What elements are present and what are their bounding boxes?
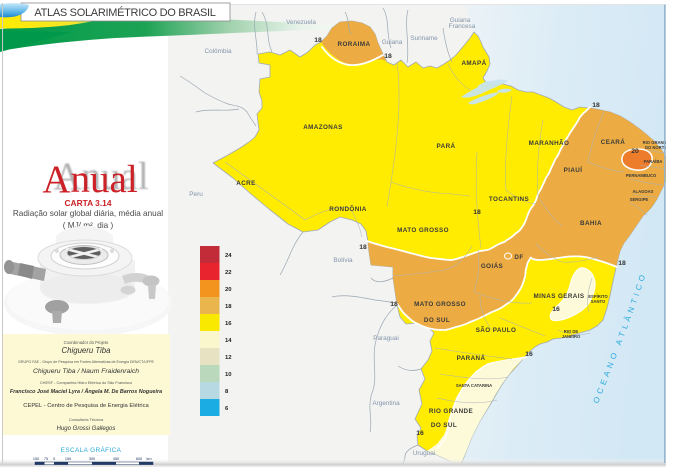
svg-text:PIAUÍ: PIAUÍ [564, 165, 583, 174]
svg-text:8: 8 [225, 389, 229, 395]
svg-text:RIO GRANDE: RIO GRANDE [643, 140, 670, 145]
svg-text:18: 18 [314, 37, 322, 44]
svg-text:0: 0 [53, 457, 55, 461]
svg-text:75: 75 [44, 457, 48, 461]
svg-text:PARAÍBA: PARAÍBA [644, 159, 663, 164]
svg-text:14: 14 [225, 338, 232, 344]
svg-text:16: 16 [416, 430, 424, 437]
svg-text:Radiação solar global diária,: Radiação solar global diária, média anua… [13, 209, 163, 218]
svg-text:km: km [146, 457, 151, 461]
svg-text:PARANÁ: PARANÁ [457, 353, 486, 362]
svg-text:TOCANTINS: TOCANTINS [489, 196, 529, 203]
svg-text:Argentina: Argentina [372, 400, 400, 407]
svg-text:300: 300 [89, 457, 95, 461]
svg-text:CHESF - Companhia Hidro Elét: CHESF - Companhia Hidro Elétrica do São … [40, 380, 132, 385]
svg-text:600: 600 [136, 457, 142, 461]
svg-text:AMAPÁ: AMAPÁ [461, 58, 486, 67]
svg-text:Francisco José Maciel Lyra / Â: Francisco José Maciel Lyra / Ângela M. D… [10, 388, 162, 395]
svg-text:MINAS GERAIS: MINAS GERAIS [534, 293, 585, 300]
svg-text:BAHIA: BAHIA [580, 220, 602, 227]
svg-text:JANEIRO: JANEIRO [562, 334, 581, 339]
svg-text:RONDÔNIA: RONDÔNIA [329, 204, 367, 213]
svg-text:18: 18 [225, 304, 232, 310]
svg-text:ESCALA GRÁFICA: ESCALA GRÁFICA [61, 445, 122, 454]
svg-text:450: 450 [113, 457, 119, 461]
svg-text:MATO GROSSO: MATO GROSSO [414, 301, 466, 308]
svg-text:Venezuela: Venezuela [286, 19, 316, 26]
svg-text:22: 22 [225, 270, 232, 276]
svg-text:CARTA 3.14: CARTA 3.14 [64, 198, 111, 208]
svg-text:( MJ/ m². dia ): ( MJ/ m². dia ) [63, 221, 114, 230]
svg-text:Coordenador do Projeto: Coordenador do Projeto [64, 340, 109, 345]
svg-text:Chigueru Tiba: Chigueru Tiba [62, 346, 112, 355]
svg-text:18: 18 [359, 244, 367, 251]
svg-text:18: 18 [473, 209, 481, 216]
svg-text:DO SUL: DO SUL [431, 422, 457, 429]
svg-text:SERGIPE: SERGIPE [630, 197, 649, 202]
svg-text:20: 20 [631, 148, 639, 155]
svg-text:PARÁ: PARÁ [437, 141, 456, 150]
svg-text:18: 18 [390, 301, 398, 308]
svg-text:DO NORTE: DO NORTE [645, 145, 667, 150]
svg-text:MATO GROSSO: MATO GROSSO [397, 227, 449, 234]
svg-text:16: 16 [552, 306, 560, 313]
svg-text:Colômbia: Colômbia [205, 48, 232, 55]
svg-text:Anual: Anual [42, 158, 137, 201]
svg-text:DF: DF [514, 254, 523, 261]
svg-text:DO SUL: DO SUL [424, 317, 450, 324]
svg-text:Uruguai: Uruguai [413, 450, 435, 457]
svg-text:RIO GRANDE: RIO GRANDE [429, 408, 473, 415]
svg-text:ATLAS SOLARIMÉTRICO DO BRASI: ATLAS SOLARIMÉTRICO DO BRASIL [34, 6, 215, 19]
svg-text:SÃO PAULO: SÃO PAULO [476, 325, 517, 334]
svg-text:ALAGOAS: ALAGOAS [633, 189, 654, 194]
svg-text:Consultoria Técnica: Consultoria Técnica [69, 417, 104, 422]
svg-text:24: 24 [225, 253, 232, 259]
svg-text:Hugo Grossi Gallegos: Hugo Grossi Gallegos [57, 426, 116, 432]
svg-text:Chigueru Tiba / Naum Fraide: Chigueru Tiba / Naum Fraidenraich [33, 368, 139, 375]
svg-text:ACRE: ACRE [236, 180, 255, 187]
svg-text:150: 150 [65, 457, 71, 461]
svg-text:Guiana: Guiana [382, 39, 403, 46]
svg-text:GRUPO FAE - Grupo de Pesquisa: GRUPO FAE - Grupo de Pesquisa em Fontes … [18, 360, 154, 364]
svg-text:MARANHÃO: MARANHÃO [529, 138, 570, 147]
svg-text:SANTO: SANTO [591, 299, 606, 304]
svg-text:16: 16 [525, 351, 533, 358]
svg-text:SANTA CATARINA: SANTA CATARINA [456, 383, 492, 388]
svg-text:6: 6 [225, 406, 229, 412]
svg-text:ESPÍRITO: ESPÍRITO [588, 294, 608, 299]
svg-text:20: 20 [225, 287, 232, 293]
svg-text:PERNAMBUCO: PERNAMBUCO [626, 173, 657, 178]
svg-text:Anual: Anual [53, 155, 148, 198]
svg-text:Francesa: Francesa [449, 23, 476, 30]
svg-text:RIO DE: RIO DE [564, 329, 579, 334]
svg-text:10: 10 [225, 372, 232, 378]
svg-text:18: 18 [618, 260, 626, 267]
svg-text:16: 16 [225, 321, 232, 327]
svg-text:12: 12 [225, 355, 232, 361]
svg-text:Bolívia: Bolívia [333, 257, 353, 264]
svg-text:150: 150 [33, 457, 39, 461]
svg-text:GOIÁS: GOIÁS [481, 261, 503, 270]
svg-text:CEARÁ: CEARÁ [601, 137, 625, 146]
svg-text:18: 18 [592, 102, 600, 109]
svg-text:Suriname: Suriname [410, 35, 438, 42]
svg-text:18: 18 [384, 53, 392, 60]
svg-text:AMAZONAS: AMAZONAS [303, 124, 343, 131]
svg-text:Peru: Peru [189, 191, 203, 198]
svg-text:RORAIMA: RORAIMA [338, 41, 371, 48]
svg-text:Guiana: Guiana [450, 17, 471, 24]
svg-text:CEPEL - Centro de Pesquisa de: CEPEL - Centro de Pesquisa de Energia El… [23, 403, 149, 409]
svg-text:Paraguai: Paraguai [373, 335, 399, 342]
